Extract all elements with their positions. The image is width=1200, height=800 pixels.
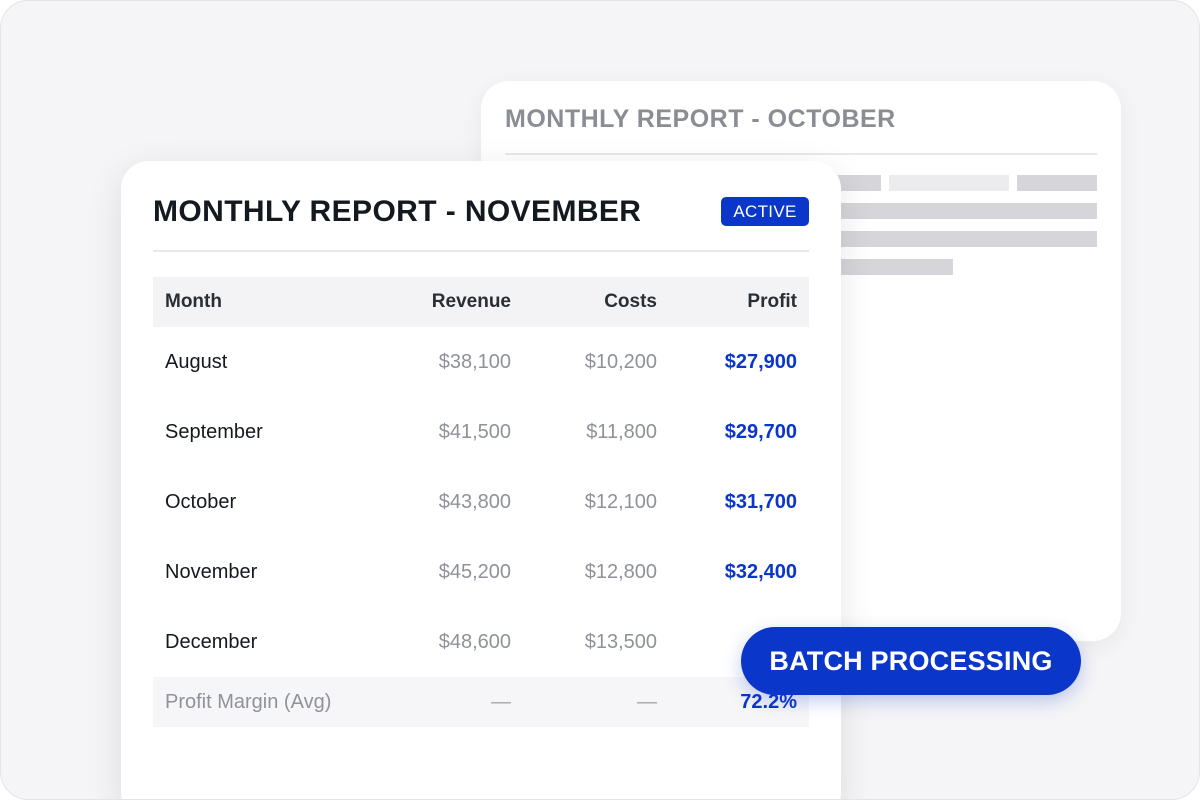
- table-row[interactable]: October $43,800 $12,100 $31,700: [153, 467, 809, 537]
- cell-month: November: [165, 560, 258, 583]
- table-header-row: Month Revenue Costs Profit: [153, 277, 809, 327]
- summary-profit: 72.2%: [740, 690, 797, 713]
- cell-profit: $32,400: [724, 560, 797, 583]
- header-profit[interactable]: Profit: [747, 291, 797, 312]
- cell-revenue: $45,200: [438, 560, 511, 583]
- summary-revenue: —: [491, 690, 511, 713]
- table-row[interactable]: August $38,100 $10,200 $27,900: [153, 327, 809, 397]
- back-card-divider: [505, 153, 1097, 155]
- placeholder-line: [821, 231, 1097, 247]
- cell-revenue: $43,800: [438, 490, 511, 513]
- cell-profit: $29,700: [724, 420, 797, 443]
- cell-revenue: $38,100: [438, 350, 511, 373]
- header-month[interactable]: Month: [165, 291, 222, 312]
- header-revenue[interactable]: Revenue: [431, 291, 511, 312]
- status-badge: ACTIVE: [721, 197, 809, 226]
- cell-costs: $10,200: [584, 350, 657, 373]
- table-row[interactable]: November $45,200 $12,800 $32,400: [153, 537, 809, 607]
- cell-revenue: $41,500: [438, 420, 511, 443]
- placeholder-line: [1017, 175, 1097, 191]
- cell-profit: $27,900: [724, 350, 797, 373]
- table-row[interactable]: December $48,600 $13,500 $3: [153, 607, 809, 677]
- cell-revenue: $48,600: [438, 630, 511, 653]
- header-costs[interactable]: Costs: [604, 291, 657, 312]
- summary-row: Profit Margin (Avg) — — 72.2%: [153, 677, 809, 727]
- summary-label: Profit Margin (Avg): [165, 690, 332, 713]
- back-card-title: MONTHLY REPORT - OCTOBER: [505, 105, 896, 133]
- table-row[interactable]: September $41,500 $11,800 $29,700: [153, 397, 809, 467]
- cell-profit: $31,700: [724, 490, 797, 513]
- page-title: MONTHLY REPORT - NOVEMBER: [153, 195, 642, 228]
- placeholder-line: [889, 175, 1009, 191]
- report-table: Month Revenue Costs Profit August $38,10…: [153, 277, 809, 727]
- cell-month: August: [165, 350, 228, 373]
- placeholder-line: [821, 259, 953, 275]
- title-divider: [153, 250, 809, 252]
- cell-month: December: [165, 630, 258, 653]
- cell-costs: $13,500: [584, 630, 657, 653]
- cell-costs: $12,100: [584, 490, 657, 513]
- cell-costs: $11,800: [586, 420, 657, 443]
- cell-month: October: [165, 490, 237, 513]
- report-card-november: MONTHLY REPORT - NOVEMBER ACTIVE Month R…: [121, 161, 841, 799]
- cell-costs: $12,800: [584, 560, 657, 583]
- batch-processing-button[interactable]: BATCH PROCESSING: [741, 627, 1081, 695]
- placeholder-line: [821, 203, 1097, 219]
- summary-costs: —: [637, 690, 657, 713]
- cell-month: September: [165, 420, 263, 443]
